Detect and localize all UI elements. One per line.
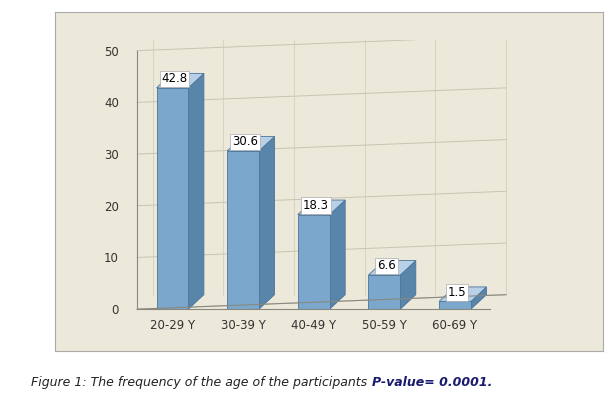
Text: Figure 1: The frequency of the age of the participants: Figure 1: The frequency of the age of th…	[31, 376, 371, 388]
Polygon shape	[400, 261, 416, 309]
Polygon shape	[188, 73, 204, 309]
Text: P-value= 0.0001.: P-value= 0.0001.	[372, 376, 493, 388]
Text: 18.3: 18.3	[303, 199, 329, 212]
Text: 1.5: 1.5	[448, 286, 466, 299]
Polygon shape	[439, 301, 471, 309]
Polygon shape	[471, 287, 486, 309]
Polygon shape	[368, 275, 400, 309]
Polygon shape	[298, 200, 345, 214]
Text: 42.8: 42.8	[162, 72, 188, 85]
Polygon shape	[227, 137, 274, 151]
Polygon shape	[157, 88, 188, 309]
Polygon shape	[439, 287, 486, 301]
Polygon shape	[227, 151, 259, 309]
Polygon shape	[259, 137, 274, 309]
Text: 6.6: 6.6	[377, 260, 396, 272]
Text: 30.6: 30.6	[232, 135, 258, 148]
Polygon shape	[368, 261, 416, 275]
Polygon shape	[157, 73, 204, 88]
Polygon shape	[298, 214, 330, 309]
Polygon shape	[330, 200, 345, 309]
